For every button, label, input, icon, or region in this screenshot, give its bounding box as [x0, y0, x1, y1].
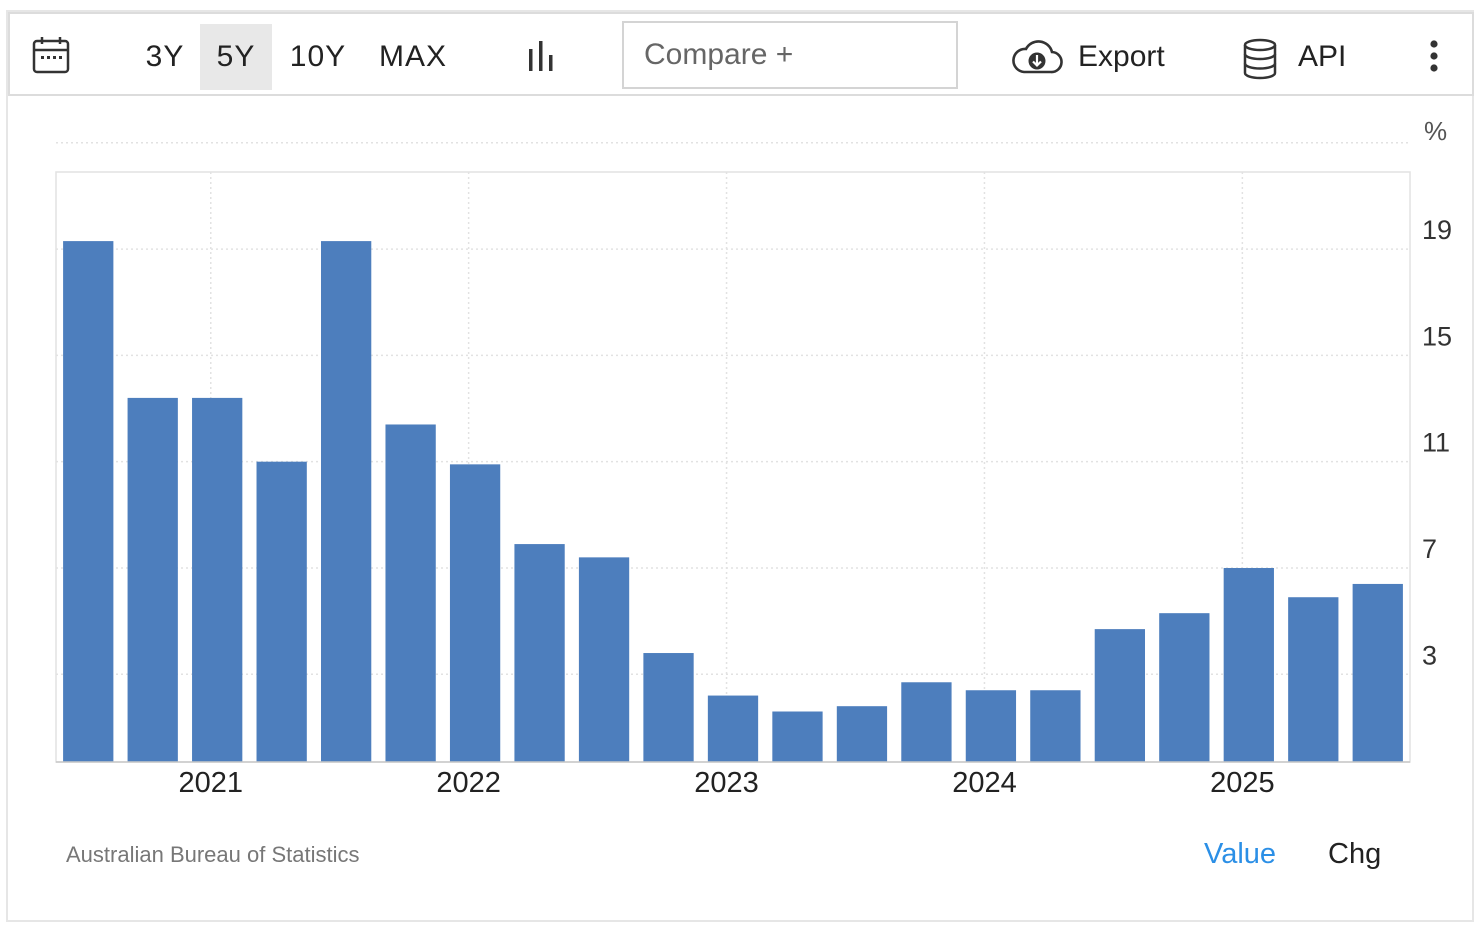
more-vertical-icon[interactable] — [1418, 34, 1450, 78]
range-max-button[interactable]: MAX — [378, 40, 447, 73]
compare-input[interactable]: Compare + — [622, 21, 958, 89]
chg-toggle[interactable]: Chg — [1328, 838, 1382, 870]
bar-chart-icon[interactable] — [520, 36, 562, 76]
chart-frame — [6, 10, 1474, 922]
source-label: Australian Bureau of Statistics — [66, 842, 360, 867]
api-button[interactable]: API — [1298, 40, 1347, 73]
range-10y-button[interactable]: 10Y — [289, 40, 347, 73]
range-3y-button[interactable]: 3Y — [145, 40, 185, 73]
range-5y-button[interactable]: 5Y — [200, 24, 272, 90]
value-toggle[interactable]: Value — [1204, 838, 1277, 870]
toolbar: 3Y 5Y 10Y MAX Compare + Export API — [8, 12, 1474, 96]
export-button[interactable]: Export — [1078, 40, 1165, 73]
calendar-icon[interactable] — [30, 34, 72, 76]
database-icon[interactable] — [1240, 36, 1280, 82]
cloud-download-icon[interactable] — [1010, 38, 1064, 78]
unit-label: % — [1424, 116, 1448, 146]
